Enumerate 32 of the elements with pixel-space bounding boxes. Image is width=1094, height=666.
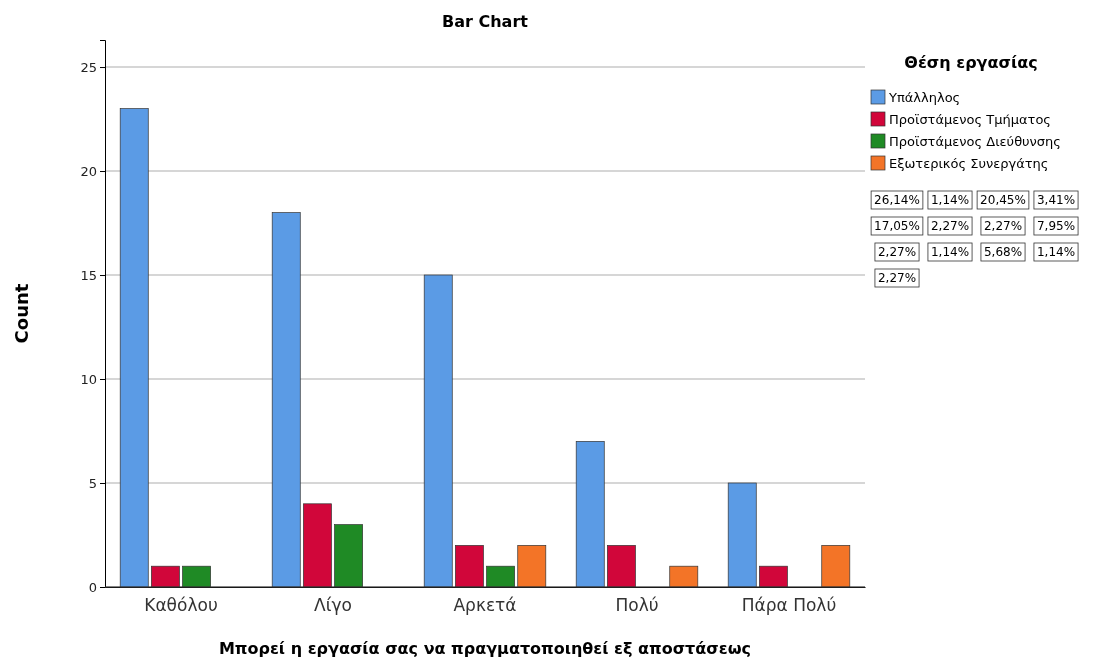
y-tick-label: 5 bbox=[88, 475, 97, 491]
x-tick-label: Πάρα Πολύ bbox=[741, 595, 837, 616]
text: 1,14% bbox=[930, 245, 970, 259]
legend-label: Εξωτερικός Συνεργάτης bbox=[889, 156, 1049, 171]
text: 2,27% bbox=[877, 245, 917, 259]
y-axis-title: Count bbox=[11, 283, 32, 344]
x-tick-label: Λίγο bbox=[314, 595, 352, 616]
text: 1,14% bbox=[930, 193, 970, 207]
y-tick-label: 20 bbox=[80, 163, 97, 179]
text: 2,27% bbox=[983, 219, 1023, 233]
x-tick-label: Καθόλου bbox=[144, 595, 218, 616]
x-tick-label: Αρκετά bbox=[453, 595, 517, 616]
text: 3,41% bbox=[1036, 193, 1076, 207]
legend-label: Υπάλληλος bbox=[888, 90, 961, 105]
chart-title: Bar Chart bbox=[442, 12, 529, 31]
text: 17,05% bbox=[874, 219, 920, 233]
legend-label: Προϊστάμενος Τμήματος bbox=[889, 112, 1051, 127]
y-tick-label: 10 bbox=[80, 371, 97, 387]
text: 26,14% bbox=[874, 193, 920, 207]
text: 2,27% bbox=[930, 219, 970, 233]
legend-title: Θέση εργασίας bbox=[904, 53, 1038, 72]
text: 1,14% bbox=[1036, 245, 1076, 259]
y-tick-label: 25 bbox=[80, 59, 97, 75]
text: 7,95% bbox=[1036, 219, 1076, 233]
text: 5,68% bbox=[983, 245, 1023, 259]
text: 20,45% bbox=[980, 193, 1026, 207]
x-tick-label: Πολύ bbox=[615, 595, 659, 616]
y-tick-label: 0 bbox=[88, 579, 97, 595]
legend-label: Προϊστάμενος Διεύθυνσης bbox=[889, 134, 1061, 149]
y-tick-label: 15 bbox=[80, 267, 97, 283]
text: 2,27% bbox=[877, 271, 917, 285]
x-axis-title: Μπορεί η εργασία σας να πραγματοποιηθεί εξ αποστάσεως bbox=[218, 639, 752, 658]
